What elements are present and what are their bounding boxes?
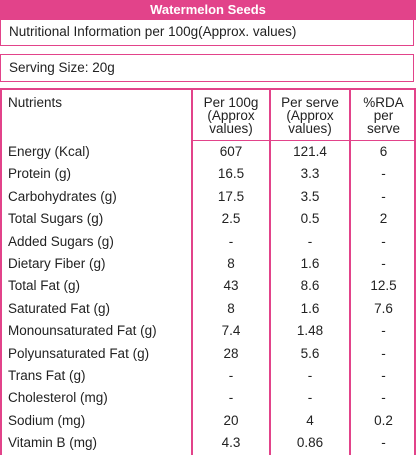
table-top-border bbox=[0, 88, 416, 90]
nutrient-name: Monounsaturated Fat (g) bbox=[8, 323, 157, 339]
nutrient-name: Trans Fat (g) bbox=[8, 368, 86, 383]
nutrient-value: - bbox=[307, 368, 313, 383]
column-border bbox=[0, 88, 2, 455]
nutrient-value: 8.6 bbox=[300, 278, 320, 294]
nutrition-table: Nutrients Per 100g (Approx values) Per serve… bbox=[0, 88, 416, 455]
column-header: (Approx bbox=[286, 108, 334, 123]
column-header: Per 100g bbox=[203, 95, 259, 110]
serving-row: Serving Size: 20g bbox=[0, 54, 414, 82]
nutrient-value: 3.5 bbox=[300, 188, 320, 204]
nutrient-value: - bbox=[381, 188, 386, 204]
column-header: serve bbox=[366, 121, 400, 136]
nutrient-value: - bbox=[381, 345, 386, 361]
nutrient-value: 16.5 bbox=[217, 166, 245, 182]
nutrient-value: 1.48 bbox=[296, 323, 324, 339]
nutrient-value: - bbox=[228, 390, 234, 406]
nutrient-name: Saturated Fat (g) bbox=[8, 300, 111, 316]
nutrient-value: 43 bbox=[223, 278, 239, 294]
column-border bbox=[269, 88, 271, 455]
nutrient-value: - bbox=[381, 390, 386, 406]
nutrient-value: 0.2 bbox=[374, 412, 393, 428]
nutrient-value: - bbox=[307, 233, 313, 249]
nutrient-name: Energy (Kcal) bbox=[8, 144, 90, 159]
nutrient-value: 12.5 bbox=[370, 278, 397, 294]
column-header: values) bbox=[288, 121, 332, 136]
nutrient-value: - bbox=[228, 368, 234, 383]
nutrient-name: Protein (g) bbox=[8, 166, 72, 182]
nutrient-name: Sodium (mg) bbox=[8, 412, 86, 428]
nutrient-value: - bbox=[381, 233, 386, 249]
nutrient-value: 28 bbox=[223, 345, 239, 361]
nutrient-name: Cholesterol (mg) bbox=[8, 390, 108, 406]
nutrient-value: 8 bbox=[227, 256, 235, 271]
nutrient-name: Carbohydrates (g) bbox=[8, 188, 117, 204]
nutrient-value: 7.4 bbox=[221, 323, 241, 339]
column-header: Per serve bbox=[281, 95, 339, 110]
column-header: (Approx bbox=[207, 108, 255, 123]
nutrient-value: 17.5 bbox=[217, 188, 245, 204]
nutrient-value: - bbox=[381, 323, 386, 339]
column-header: %RDA bbox=[363, 95, 404, 110]
nutrient-value: - bbox=[381, 256, 386, 271]
nutrient-value: 1.6 bbox=[300, 300, 320, 316]
column-border bbox=[349, 88, 351, 455]
nutrient-value: 1.6 bbox=[300, 256, 320, 271]
nutrient-value: 5.6 bbox=[300, 345, 320, 361]
nutrient-value: - bbox=[307, 390, 313, 406]
nutrient-value: - bbox=[381, 368, 386, 383]
nutrient-value: 4.3 bbox=[221, 435, 241, 451]
nutrient-value: 3.3 bbox=[300, 166, 320, 182]
nutrient-value: 0.86 bbox=[296, 435, 324, 451]
nutrient-value: 121.4 bbox=[293, 144, 327, 159]
nutrient-value: 8 bbox=[227, 300, 235, 316]
nutrient-name: Added Sugars (g) bbox=[8, 233, 114, 249]
nutrient-value: - bbox=[381, 435, 386, 451]
column-border bbox=[191, 88, 193, 455]
column-border bbox=[414, 88, 416, 455]
nutrient-name: Total Fat (g) bbox=[8, 278, 81, 294]
nutrient-name: Dietary Fiber (g) bbox=[8, 256, 106, 271]
nutrient-name: Polyunsaturated Fat (g) bbox=[8, 345, 150, 361]
column-header: values) bbox=[209, 121, 253, 136]
nutrient-value: 2 bbox=[379, 211, 388, 227]
info-row: Nutritional Information per 100g(Approx.… bbox=[0, 20, 414, 46]
nutrient-value: 607 bbox=[219, 144, 243, 159]
nutrient-name: Vitamin B (mg) bbox=[8, 435, 98, 451]
nutrient-value: - bbox=[381, 166, 386, 182]
nutrient-value: 0.5 bbox=[300, 211, 320, 227]
nutrient-value: 6 bbox=[379, 144, 388, 159]
header-bottom-border bbox=[191, 140, 416, 141]
title-bar: Watermelon Seeds bbox=[0, 0, 416, 20]
nutrient-value: 2.5 bbox=[221, 211, 241, 227]
column-header: per bbox=[373, 108, 394, 123]
nutrient-value: - bbox=[228, 233, 234, 249]
nutrient-value: 20 bbox=[223, 412, 239, 428]
nutrient-value: 4 bbox=[306, 412, 314, 428]
column-header: Nutrients bbox=[8, 95, 63, 110]
nutrient-name: Total Sugars (g) bbox=[8, 211, 104, 227]
nutrient-value: 7.6 bbox=[374, 300, 393, 316]
